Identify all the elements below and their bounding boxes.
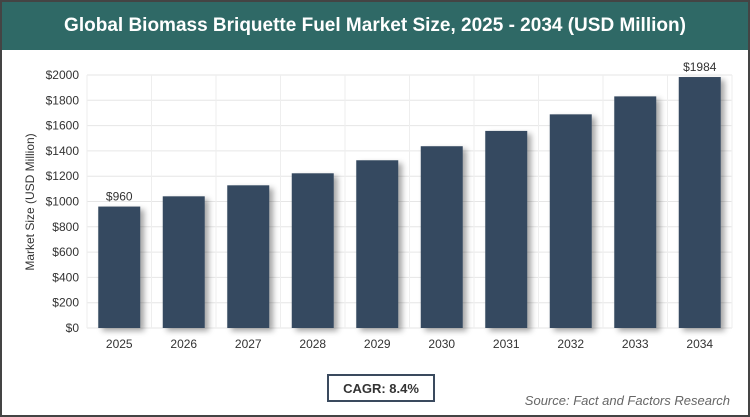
- y-axis-label: Market Size (USD Million): [23, 133, 37, 270]
- y-tick-label: $600: [52, 245, 79, 259]
- bar-2033: [614, 96, 657, 328]
- data-label: $960: [106, 190, 133, 204]
- bar-2031: [485, 130, 528, 328]
- y-tick-label: $200: [52, 296, 79, 310]
- y-tick-label: $1600: [46, 119, 80, 133]
- x-tick-label: 2032: [557, 337, 584, 351]
- bar-2032: [549, 114, 592, 329]
- bar-2027: [227, 185, 270, 328]
- x-tick-label: 2034: [686, 337, 713, 351]
- bar-2025: [98, 206, 141, 328]
- y-tick-label: $1200: [46, 169, 80, 183]
- x-tick-label: 2028: [299, 337, 326, 351]
- y-tick-label: $1000: [46, 195, 80, 209]
- x-tick-label: 2026: [170, 337, 197, 351]
- bar-2030: [420, 146, 463, 328]
- y-tick-label: $2000: [46, 68, 80, 82]
- data-label: $1984: [683, 60, 717, 74]
- bar-2034: [678, 77, 721, 328]
- bar-2028: [291, 173, 334, 328]
- x-tick-label: 2025: [106, 337, 133, 351]
- y-tick-label: $800: [52, 220, 79, 234]
- y-tick-label: $0: [66, 321, 80, 335]
- x-tick-label: 2027: [235, 337, 262, 351]
- y-tick-label: $1800: [46, 93, 80, 107]
- x-tick-label: 2029: [364, 337, 391, 351]
- y-tick-label: $1400: [46, 144, 80, 158]
- cagr-badge: CAGR: 8.4%: [327, 374, 435, 402]
- chart-title: Global Biomass Briquette Fuel Market Siz…: [2, 2, 748, 50]
- bar-2029: [356, 160, 399, 328]
- x-tick-label: 2033: [622, 337, 649, 351]
- x-tick-label: 2030: [428, 337, 455, 351]
- source-note: Source: Fact and Factors Research: [524, 393, 730, 408]
- x-tick-label: 2031: [493, 337, 520, 351]
- y-tick-label: $400: [52, 270, 79, 284]
- bar-2026: [162, 196, 205, 328]
